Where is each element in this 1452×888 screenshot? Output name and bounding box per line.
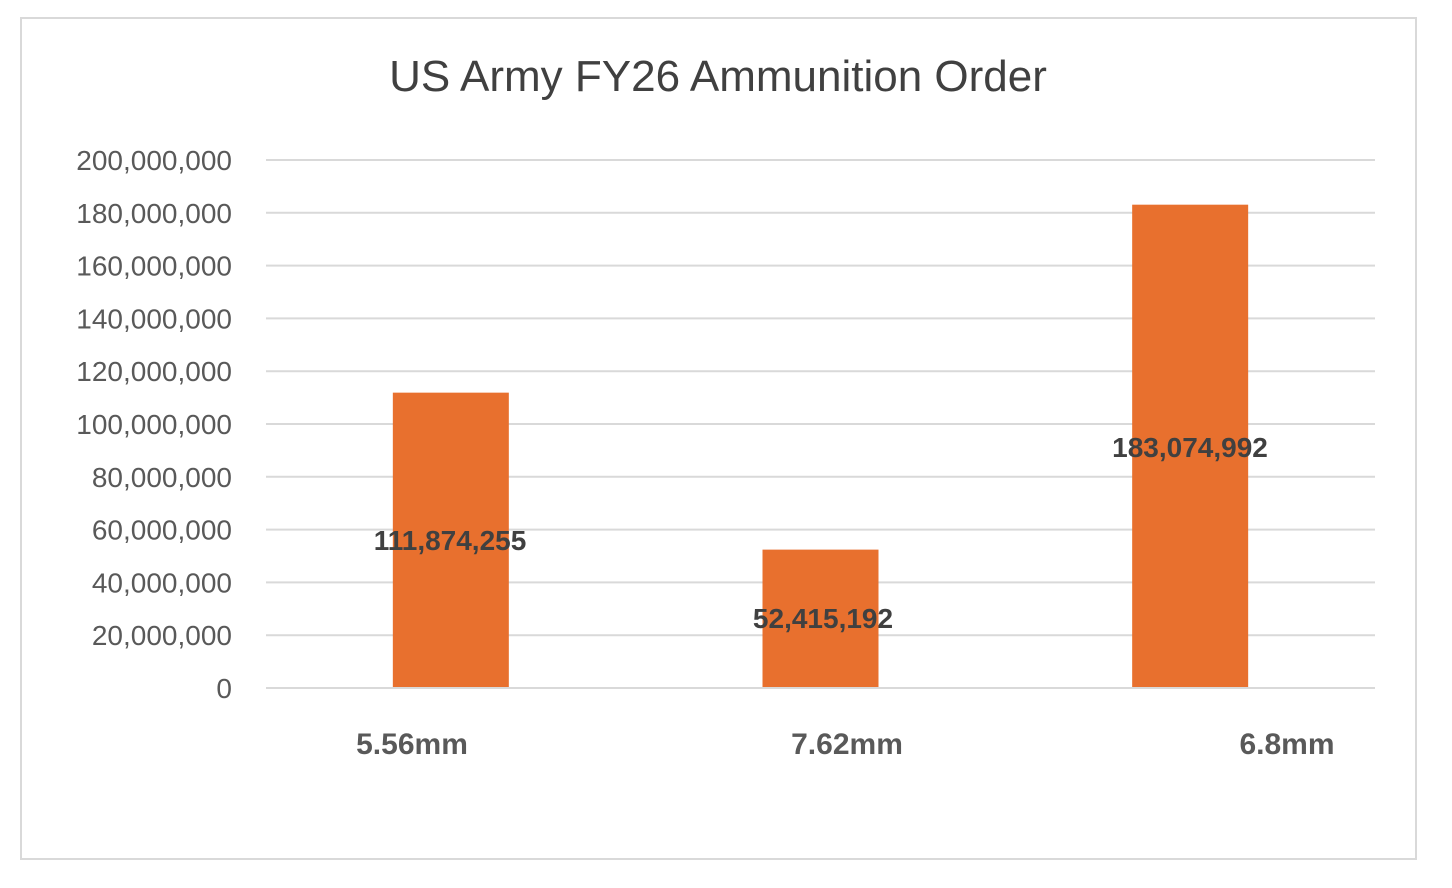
- data-label: 183,074,992: [1112, 432, 1268, 463]
- y-tick-label: 80,000,000: [92, 462, 232, 493]
- bar: [392, 392, 509, 688]
- y-tick-label: 100,000,000: [76, 409, 232, 440]
- y-tick-label: 120,000,000: [76, 356, 232, 387]
- y-tick-label: 0: [216, 673, 232, 704]
- y-tick-label: 200,000,000: [76, 145, 232, 176]
- y-tick-label: 60,000,000: [92, 515, 232, 546]
- y-tick-label: 140,000,000: [76, 303, 232, 334]
- bar: [1132, 204, 1249, 689]
- data-label: 52,415,192: [753, 603, 893, 634]
- y-tick-label: 40,000,000: [92, 567, 232, 598]
- y-tick-label: 180,000,000: [76, 198, 232, 229]
- bar: [762, 549, 879, 688]
- chart-title: US Army FY26 Ammunition Order: [389, 52, 1047, 101]
- y-tick-label: 20,000,000: [92, 620, 232, 651]
- x-category-label: 6.8mm: [1239, 728, 1334, 761]
- x-category-label: 5.56mm: [356, 728, 468, 761]
- y-tick-label: 160,000,000: [76, 251, 232, 282]
- data-label: 111,874,255: [374, 525, 527, 556]
- x-category-label: 7.62mm: [791, 728, 903, 761]
